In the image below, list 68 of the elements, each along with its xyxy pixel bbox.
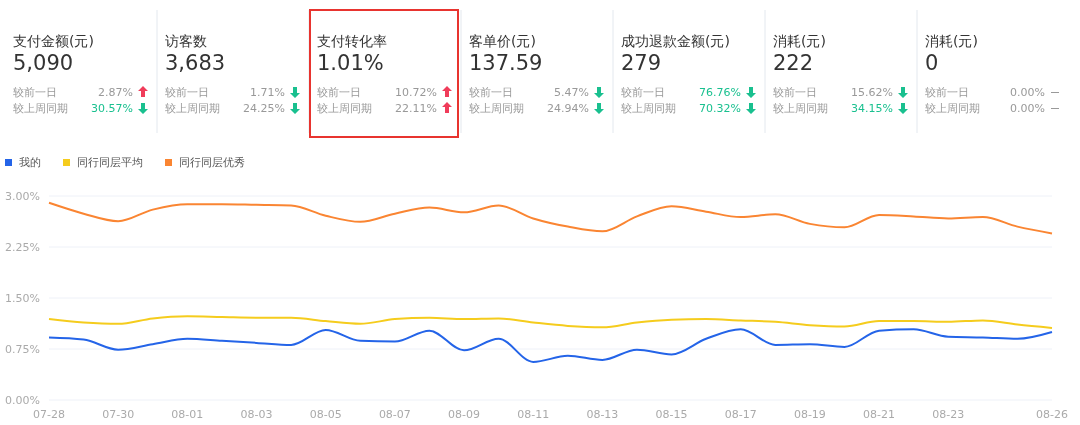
x-tick-label: 08-19	[793, 408, 826, 421]
x-tick-label: 08-01	[171, 408, 204, 421]
text: 较上周同期	[925, 102, 980, 115]
legend-label: 同行同层优秀	[179, 156, 245, 169]
text: 1.71%	[250, 86, 285, 99]
line-series	[48, 201, 1053, 235]
text: 76.76%	[699, 86, 741, 99]
line-series	[48, 328, 1053, 363]
text: 0.00%	[1010, 86, 1045, 99]
text: 较前一日	[621, 86, 665, 99]
text: 22.11%	[395, 102, 437, 115]
text: 支付金额(元)	[13, 33, 94, 49]
text: 222	[773, 51, 814, 75]
x-tick-label: 08-05	[309, 408, 342, 421]
y-tick-label: 0.75%	[5, 343, 40, 356]
text: 2.87%	[98, 86, 133, 99]
x-tick-label: 08-11	[517, 408, 550, 421]
text: 较前一日	[13, 86, 57, 99]
text: 24.25%	[243, 102, 285, 115]
legend-label: 同行同层平均	[77, 156, 143, 169]
text: 成功退款金额(元)	[621, 33, 730, 49]
text: 70.32%	[699, 102, 741, 115]
text: 较上周同期	[773, 102, 828, 115]
x-tick-label: 08-23	[932, 408, 965, 421]
text: 较上周同期	[621, 102, 676, 115]
y-tick-label: 2.25%	[5, 241, 40, 254]
text: 0.00%	[1010, 102, 1045, 115]
legend-label: 我的	[19, 156, 41, 169]
text: 较上周同期	[317, 102, 372, 115]
text: 15.62%	[851, 86, 893, 99]
text: 较上周同期	[165, 102, 220, 115]
y-tick-label: 3.00%	[5, 190, 40, 203]
text: 34.15%	[851, 102, 893, 115]
line-series	[48, 315, 1053, 329]
text: 24.94%	[547, 102, 589, 115]
text: 客单价(元)	[469, 33, 536, 49]
x-tick-label: 08-17	[724, 408, 757, 421]
text: 279	[621, 51, 662, 75]
text: 较前一日	[469, 86, 513, 99]
x-tick-label: 07-30	[102, 408, 135, 421]
x-tick-label: 08-03	[240, 408, 273, 421]
x-tick-label: 08-13	[586, 408, 619, 421]
text: 访客数	[165, 33, 207, 49]
text: 较前一日	[317, 86, 361, 99]
text: 较前一日	[165, 86, 209, 99]
x-tick-label: 08-26	[1036, 408, 1068, 421]
text: 较上周同期	[13, 102, 68, 115]
text: 较上周同期	[469, 102, 524, 115]
y-tick-label: 1.50%	[5, 292, 40, 305]
text: 3,683	[165, 51, 226, 75]
x-tick-label: 08-21	[863, 408, 896, 421]
text: 30.57%	[91, 102, 133, 115]
text: 10.72%	[395, 86, 437, 99]
text: 5.47%	[554, 86, 589, 99]
text: 1.01%	[317, 51, 384, 75]
x-tick-label: 07-28	[33, 408, 65, 421]
y-tick-label: 0.00%	[5, 394, 40, 407]
x-tick-label: 08-09	[448, 408, 481, 421]
text: 消耗(元)	[925, 33, 978, 49]
text: 较前一日	[925, 86, 969, 99]
text: 0	[925, 51, 939, 75]
text: 消耗(元)	[773, 33, 826, 49]
x-tick-label: 08-15	[655, 408, 688, 421]
x-tick-label: 08-07	[378, 408, 411, 421]
text: 支付转化率	[317, 33, 387, 49]
text: 5,090	[13, 51, 74, 75]
text: 137.59	[469, 51, 543, 75]
text: 较前一日	[773, 86, 817, 99]
